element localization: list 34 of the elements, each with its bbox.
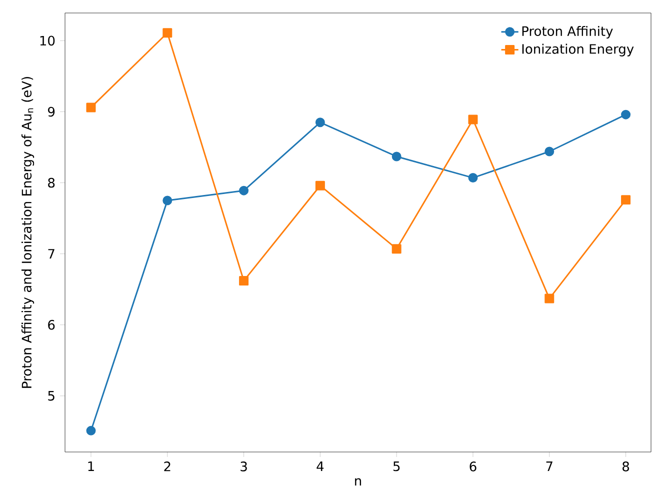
x-tick-label: 4 (316, 462, 324, 471)
y-tick-label: 6 (48, 320, 55, 330)
x-tick-label: 3 (240, 462, 247, 472)
point (315, 180, 325, 190)
x-tick-label: 7 (546, 462, 552, 471)
point (468, 173, 478, 183)
x-tick-label: 8 (622, 462, 630, 472)
y-tick-label: 5 (48, 391, 54, 401)
x-axis-title: n (355, 478, 362, 486)
point (544, 146, 554, 156)
x-tick-label: 2 (164, 462, 170, 472)
x-tick-label: 6 (470, 462, 476, 472)
point (239, 276, 249, 286)
x-tick-label: 5 (393, 462, 400, 472)
point (392, 152, 402, 162)
y-tick-label: 9 (48, 106, 55, 117)
y-tick-label: 10 (40, 36, 55, 46)
point (392, 244, 402, 254)
point (86, 102, 96, 112)
point (315, 118, 325, 128)
point (162, 28, 172, 38)
y-tick-label: 7 (48, 249, 54, 259)
y-tick-label: 8 (48, 178, 55, 188)
point (162, 196, 172, 206)
point (86, 426, 96, 436)
point (621, 195, 631, 205)
point (468, 114, 478, 124)
legend-label: Ionization Energy (522, 44, 634, 56)
point (621, 110, 631, 120)
y-axis-title: Proton Affinity and Ionization Energy of Au$_{n}$ (eV) (21, 77, 34, 388)
point (544, 294, 554, 304)
x-tick-label: 1 (88, 462, 94, 471)
point (239, 186, 249, 196)
legend-label: Proton Affinity (522, 26, 613, 39)
